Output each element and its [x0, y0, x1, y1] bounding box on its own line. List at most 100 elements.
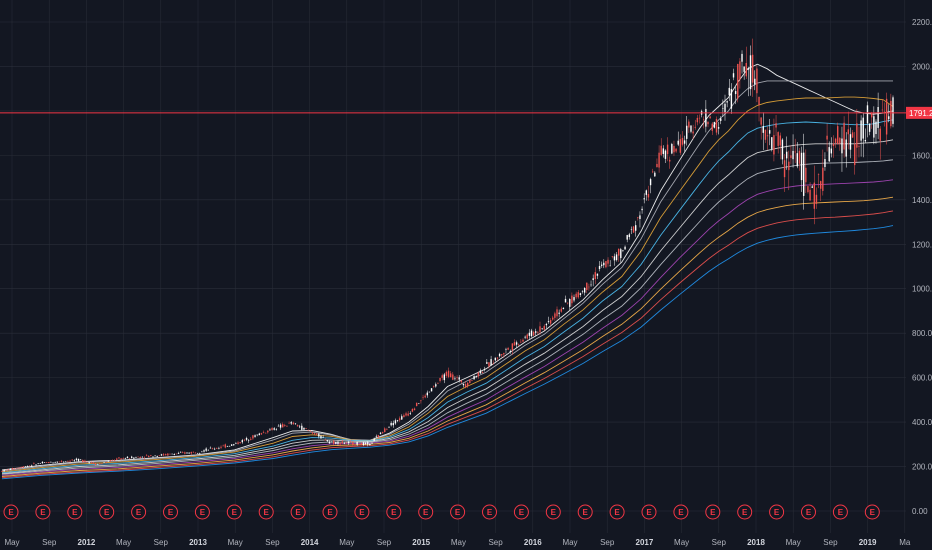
candle-body — [435, 384, 437, 387]
candle-body — [581, 291, 584, 292]
earnings-marker[interactable] — [705, 504, 721, 520]
earnings-marker-label: E — [72, 508, 78, 517]
candle-body — [401, 416, 403, 420]
earnings-marker-label: E — [295, 508, 301, 517]
candle-body — [337, 441, 339, 444]
moving-average-line — [1, 139, 894, 475]
candle-body — [299, 426, 301, 428]
earnings-marker[interactable] — [418, 504, 434, 520]
candle-body — [758, 96, 760, 106]
candle-body — [824, 159, 826, 167]
earnings-marker-label: E — [168, 508, 174, 517]
candle-body — [148, 455, 150, 458]
candle-body — [552, 317, 554, 320]
candle-body — [67, 461, 69, 462]
candle-body — [756, 68, 758, 94]
candle-body — [849, 134, 852, 150]
x-tick-label: 2019 — [859, 538, 877, 547]
earnings-marker[interactable] — [513, 504, 529, 520]
earnings-marker[interactable] — [545, 504, 561, 520]
x-tick-label: Sep — [712, 538, 727, 547]
earnings-marker[interactable] — [450, 504, 466, 520]
earnings-marker[interactable] — [609, 504, 625, 520]
candle-body — [681, 137, 684, 145]
candle-body — [796, 153, 799, 167]
earnings-marker[interactable] — [226, 504, 242, 520]
candle-body — [169, 453, 171, 455]
candle-body — [260, 433, 263, 435]
candle-body — [422, 397, 424, 398]
earnings-marker[interactable] — [67, 504, 83, 520]
candle-body — [92, 462, 95, 464]
candle-body — [158, 455, 161, 457]
candle-body — [279, 424, 282, 428]
earnings-marker[interactable] — [737, 504, 753, 520]
earnings-marker-label: E — [710, 508, 716, 517]
candle-body — [173, 454, 175, 455]
earnings-marker[interactable] — [801, 504, 816, 520]
earnings-marker[interactable] — [641, 504, 657, 520]
x-axis[interactable]: May Sep 2012 May Sep 2013 May Sep 2014 May Sep 2015… — [4, 538, 910, 547]
candle-body — [798, 150, 801, 164]
candle-body — [711, 123, 713, 131]
candle-body — [360, 443, 363, 446]
candle-body — [39, 463, 41, 464]
candle-body — [133, 457, 135, 459]
candle-body — [139, 456, 141, 459]
candle-body — [107, 460, 110, 462]
earnings-marker[interactable] — [673, 504, 689, 520]
candle-body — [513, 342, 516, 346]
candle-body — [324, 439, 326, 441]
earnings-marker[interactable] — [832, 504, 848, 520]
candle-body — [9, 468, 12, 470]
candle-body — [20, 467, 22, 468]
candle-body — [526, 334, 528, 339]
earnings-marker[interactable] — [354, 504, 370, 520]
earnings-marker-label: E — [40, 508, 46, 517]
moving-average-line — [1, 119, 894, 474]
earnings-marker[interactable] — [258, 504, 274, 520]
candle-body — [356, 442, 358, 445]
candle-body — [228, 445, 231, 447]
earnings-marker[interactable] — [99, 504, 115, 520]
earnings-marker[interactable] — [322, 504, 338, 520]
candle-body — [843, 122, 845, 150]
earnings-marker[interactable] — [386, 504, 402, 520]
candle-body — [413, 408, 416, 411]
candle-body — [281, 424, 284, 428]
candle-body — [213, 448, 216, 450]
candle-body — [307, 430, 309, 431]
candle-body — [199, 453, 201, 454]
candle-body — [773, 135, 775, 155]
earnings-marker[interactable] — [163, 504, 178, 520]
y-tick-label: 400.00 — [912, 418, 932, 427]
earnings-marker[interactable] — [482, 504, 497, 520]
candle-body — [152, 456, 154, 458]
candle-body — [335, 441, 337, 444]
candle-body — [318, 433, 320, 437]
earnings-marker[interactable] — [3, 504, 19, 520]
candle-body — [481, 371, 484, 373]
candle-body — [201, 451, 203, 453]
earnings-marker[interactable] — [194, 504, 210, 520]
candle-body — [664, 150, 667, 159]
earnings-marker[interactable] — [577, 504, 593, 520]
candle-body — [539, 326, 541, 332]
earnings-marker[interactable] — [290, 504, 306, 520]
candle-body — [143, 457, 146, 459]
candle-body — [771, 137, 773, 149]
candle-body — [90, 462, 93, 463]
candle-body — [277, 425, 280, 427]
earnings-marker[interactable] — [864, 504, 880, 520]
earnings-marker[interactable] — [769, 504, 785, 520]
candle-body — [252, 435, 254, 439]
earnings-marker[interactable] — [35, 504, 51, 520]
candle-body — [647, 194, 650, 198]
earnings-marker-label: E — [519, 508, 525, 517]
candle-body — [50, 461, 52, 463]
moving-average-line — [1, 80, 893, 472]
candle-body — [535, 331, 537, 333]
earnings-marker[interactable] — [131, 504, 147, 520]
